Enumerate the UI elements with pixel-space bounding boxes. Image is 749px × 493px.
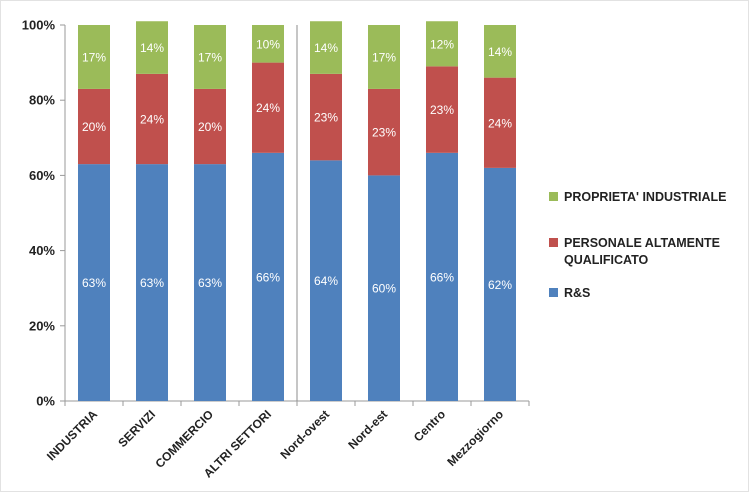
data-label-personale-altamente-qualificato: 24% <box>140 113 164 127</box>
y-tick-label: 80% <box>29 93 55 108</box>
data-label-proprieta-industriale: 17% <box>82 50 106 64</box>
bar-personale-altamente-qualificato-nord-ovest <box>310 73 342 161</box>
bar-personale-altamente-qualificato-altri-settori <box>252 62 284 153</box>
bar-personale-altamente-qualificato-mezzogiorno <box>484 77 516 168</box>
bar-proprieta-industriale-nord-ovest <box>310 21 342 74</box>
x-category-label: SERVIZI <box>115 407 158 450</box>
legend-swatch <box>549 192 558 201</box>
bar-proprieta-industriale-altri-settori <box>252 25 284 63</box>
bar-r-s-altri-settori <box>252 152 284 401</box>
bar-personale-altamente-qualificato-industria <box>78 88 110 165</box>
data-label-personale-altamente-qualificato: 23% <box>430 103 454 117</box>
bar-r-s-nord-ovest <box>310 160 342 401</box>
data-label-r-s: 63% <box>82 276 106 290</box>
x-category-label: Centro <box>411 407 448 444</box>
legend-item-proprieta-industriale: PROPRIETA' INDUSTRIALE <box>549 189 726 206</box>
y-tick-label: 60% <box>29 168 55 183</box>
bar-r-s-commercio <box>194 164 226 401</box>
data-label-proprieta-industriale: 17% <box>198 50 222 64</box>
bar-r-s-nord-est <box>368 175 400 401</box>
bar-r-s-mezzogiorno <box>484 167 516 401</box>
y-tick-label: 40% <box>29 243 55 258</box>
bar-proprieta-industriale-commercio <box>194 25 226 89</box>
legend-swatch <box>549 288 558 297</box>
data-label-personale-altamente-qualificato: 24% <box>488 116 512 130</box>
data-label-r-s: 64% <box>314 274 338 288</box>
legend-item-r-s: R&S <box>549 285 590 302</box>
bar-proprieta-industriale-mezzogiorno <box>484 25 516 78</box>
x-category-label: INDUSTRIA <box>44 407 100 463</box>
bar-proprieta-industriale-servizi <box>136 21 168 74</box>
legend-label: R&S <box>564 286 591 300</box>
x-category-label: Nord-ovest <box>277 407 332 462</box>
data-label-r-s: 66% <box>256 270 280 284</box>
data-label-proprieta-industriale: 14% <box>140 41 164 55</box>
y-tick-label: 20% <box>29 318 55 333</box>
legend-swatch <box>549 238 558 247</box>
bar-personale-altamente-qualificato-centro <box>426 66 458 153</box>
bar-proprieta-industriale-centro <box>426 21 458 67</box>
data-label-personale-altamente-qualificato: 20% <box>82 120 106 134</box>
data-label-personale-altamente-qualificato: 23% <box>372 126 396 140</box>
data-label-proprieta-industriale: 14% <box>488 45 512 59</box>
data-label-r-s: 63% <box>140 276 164 290</box>
x-category-label: Mezzogiorno <box>444 407 506 469</box>
y-tick-label: 100% <box>22 18 56 33</box>
y-tick-label: 0% <box>36 394 55 409</box>
bar-r-s-industria <box>78 164 110 401</box>
legend-item-personale-altamente-qualificato: PERSONALE ALTAMENTE QUALIFICATO <box>549 235 744 269</box>
bar-proprieta-industriale-nord-est <box>368 25 400 89</box>
data-label-personale-altamente-qualificato: 23% <box>314 111 338 125</box>
data-label-r-s: 66% <box>430 270 454 284</box>
legend-label: PROPRIETA' INDUSTRIALE <box>564 190 727 204</box>
bar-personale-altamente-qualificato-commercio <box>194 88 226 165</box>
data-label-personale-altamente-qualificato: 20% <box>198 120 222 134</box>
data-label-proprieta-industriale: 10% <box>256 37 280 51</box>
bar-r-s-centro <box>426 152 458 401</box>
legend-label: PERSONALE ALTAMENTE QUALIFICATO <box>564 236 721 267</box>
data-label-r-s: 60% <box>372 282 396 296</box>
bar-personale-altamente-qualificato-servizi <box>136 73 168 165</box>
bar-personale-altamente-qualificato-nord-est <box>368 88 400 176</box>
x-category-label: COMMERCIO <box>152 407 216 471</box>
x-category-label: Nord-est <box>345 407 390 452</box>
data-label-proprieta-industriale: 12% <box>430 37 454 51</box>
bar-proprieta-industriale-industria <box>78 25 110 89</box>
data-label-proprieta-industriale: 14% <box>314 41 338 55</box>
bar-r-s-servizi <box>136 164 168 401</box>
data-label-r-s: 62% <box>488 278 512 292</box>
data-label-proprieta-industriale: 17% <box>372 50 396 64</box>
data-label-personale-altamente-qualificato: 24% <box>256 101 280 115</box>
data-label-r-s: 63% <box>198 276 222 290</box>
